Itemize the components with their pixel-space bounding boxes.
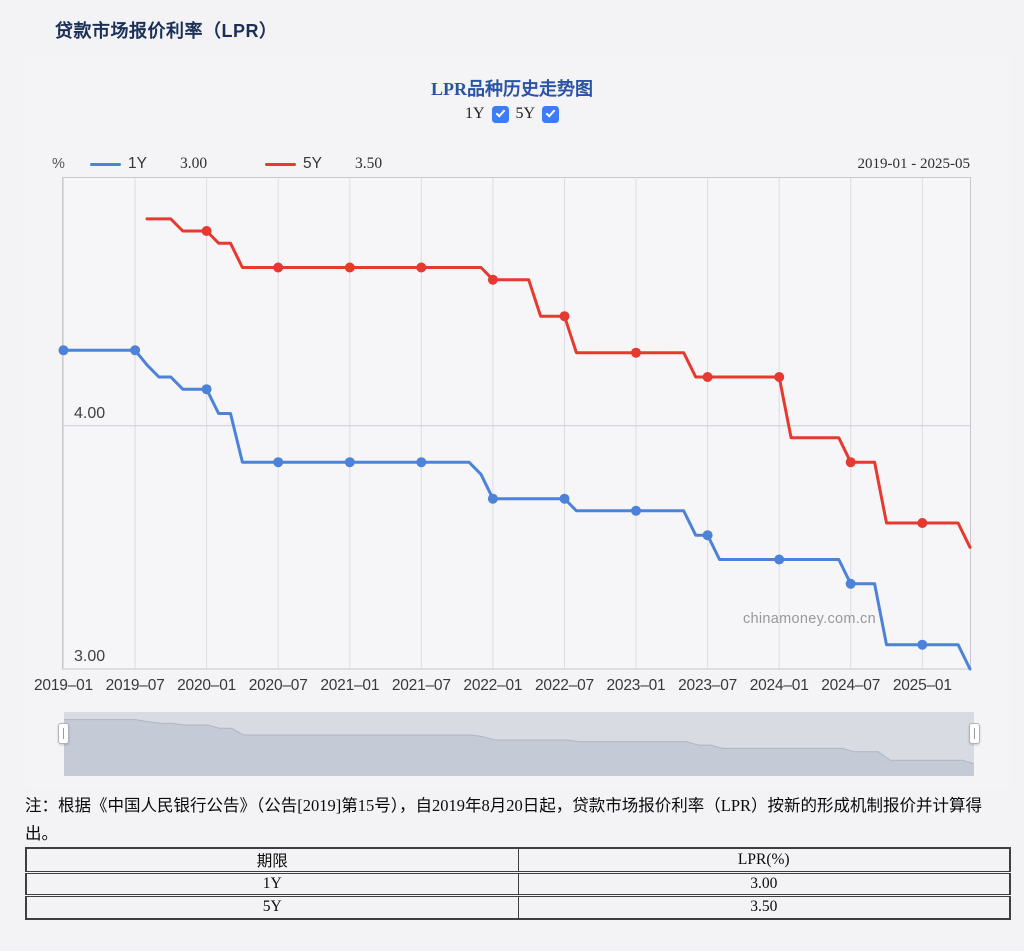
toggle-label-1y: 1Y (464, 105, 485, 122)
cell-term-5y: 5Y (25, 895, 519, 919)
checkbox-5y[interactable] (542, 105, 560, 123)
legend-name-1y: 1Y (128, 155, 147, 172)
legend-item-5y[interactable]: 5Y 3.50 (265, 155, 382, 173)
table-header-term: 期限 (25, 848, 519, 873)
watermark: chinamoney.com.cn (743, 611, 876, 627)
table-row: 5Y 3.50 (25, 895, 1011, 919)
x-tick-label: 2021–01 (320, 677, 380, 694)
legend: % 1Y 3.00 5Y 3.50 2019-01 - 2025-05 (0, 155, 1024, 175)
cell-rate-5y: 3.50 (517, 895, 1011, 919)
x-tick-label: 2020–01 (177, 677, 237, 694)
legend-latest-5y: 3.50 (354, 155, 383, 172)
legend-latest-1y: 3.00 (179, 155, 208, 172)
x-tick-label: 2020–07 (248, 677, 308, 694)
x-tick-label: 2023–01 (606, 677, 666, 694)
checkbox-1y[interactable] (491, 105, 509, 123)
table-header-lpr: LPR(%) (517, 848, 1011, 873)
date-range-label: 2019-01 - 2025-05 (857, 156, 971, 172)
cell-term-1y: 1Y (25, 872, 519, 896)
x-tick-label: 2024–01 (749, 677, 809, 694)
cell-rate-1y: 3.00 (517, 872, 1011, 896)
lpr-trend-chart[interactable]: 4.00 3.00 2019–01 2019–07 2020–01 2020–07 202… (0, 0, 1024, 710)
legend-name-5y: 5Y (303, 155, 322, 172)
x-tick-label: 2019–01 (34, 677, 93, 694)
chart-title: LPR品种历史走势图 (431, 79, 593, 99)
y-tick-label: 4.00 (74, 404, 106, 422)
toggle-label-5y: 5Y (515, 105, 536, 122)
slider-handle-left[interactable] (58, 723, 69, 744)
legend-item-1y[interactable]: 1Y 3.00 (90, 155, 207, 173)
x-tick-label: 2023–07 (678, 677, 738, 694)
footnote: 注：根据《中国人民银行公告》（公告[2019]第15号），自2019年8月20日… (25, 796, 982, 843)
x-tick-label: 2021–07 (391, 677, 451, 694)
chart-canvas (58, 177, 972, 671)
slider-handle-right[interactable] (969, 723, 980, 744)
x-tick-label: 2019–07 (105, 677, 165, 694)
lpr-table: 期限 LPR(%) 1Y 3.00 5Y 3.50 (25, 847, 1011, 920)
y-tick-label: 3.00 (74, 648, 106, 665)
slider-preview-canvas (64, 719, 974, 776)
x-tick-label: 2024–07 (821, 677, 881, 694)
table-header-row: 期限 LPR(%) (25, 848, 1011, 873)
x-tick-label: 2022–01 (463, 677, 523, 694)
x-tick-label: 2025–01 (892, 677, 952, 694)
series-toggles: 1Y 5Y (0, 105, 1024, 123)
line-swatch-5y-icon (265, 162, 296, 166)
line-swatch-1y-icon (90, 162, 121, 166)
y-axis-unit-label: % (52, 156, 65, 172)
x-tick-label: 2022–07 (535, 677, 594, 694)
page-title: 贷款市场报价利率（LPR） (55, 21, 278, 41)
data-zoom-slider[interactable] (58, 712, 980, 776)
table-row: 1Y 3.00 (25, 872, 1011, 896)
